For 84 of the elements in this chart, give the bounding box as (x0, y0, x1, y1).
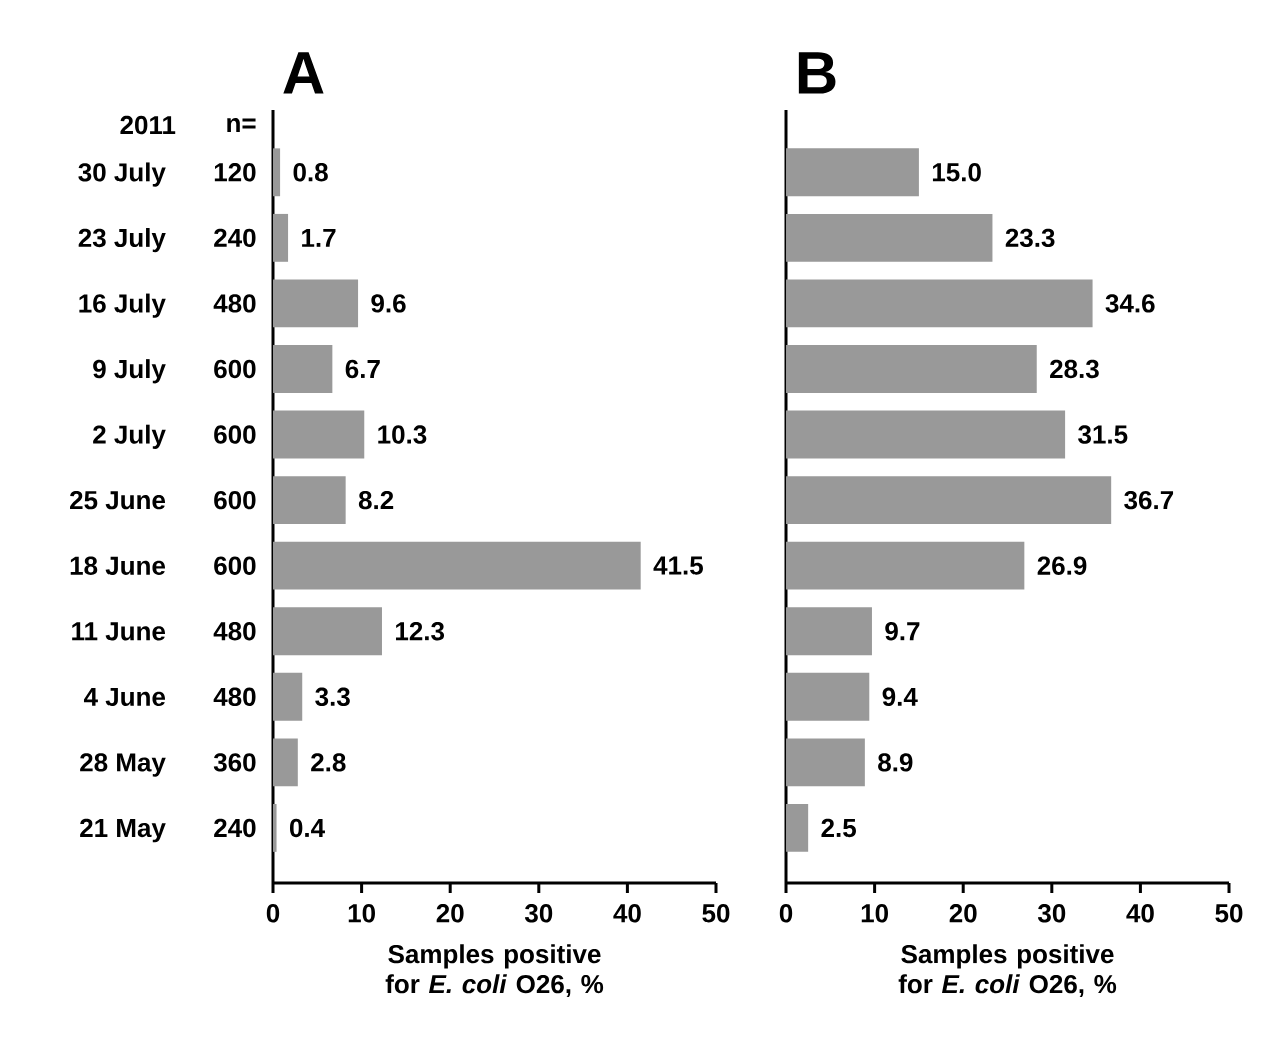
bar (273, 804, 277, 852)
x-tick-label: 50 (1215, 904, 1243, 923)
bar (786, 476, 1112, 525)
x-tick-label: 0 (779, 904, 793, 923)
x-tick-label: 0 (266, 904, 280, 923)
text: 120 (214, 163, 256, 182)
x-axis-title: Samples positive for E. coli O26, % (898, 944, 1117, 998)
data-label: 3.3 (315, 687, 350, 707)
bar (786, 541, 1025, 590)
data-label: 26.9 (1037, 556, 1087, 575)
x-tick-label: 20 (949, 904, 977, 923)
text: 240 (214, 818, 256, 838)
y-tick-label: 25 June (70, 490, 166, 510)
data-label: 8.2 (358, 490, 394, 510)
y-tick-label: 23 July (78, 228, 166, 253)
bar (273, 410, 365, 459)
data-label: 12.3 (396, 622, 445, 641)
x-tick-label: 30 (524, 904, 553, 923)
data-label: 36.7 (1124, 490, 1174, 510)
y-tick-label: 28 May (80, 753, 166, 777)
bar (786, 410, 1066, 459)
data-label: 0.4 (289, 818, 325, 838)
bar (786, 738, 865, 787)
text: 2011 (120, 115, 176, 135)
x-tick-label: 50 (702, 904, 730, 923)
y-tick-label: 16 July (79, 293, 166, 318)
y-tick-label: 30 July (78, 162, 166, 187)
x-tick-label: 10 (348, 904, 375, 923)
x-tick-label: 10 (861, 904, 888, 923)
x-tick-label: 40 (1126, 904, 1154, 923)
text: 600 (214, 359, 256, 379)
bar (273, 672, 303, 721)
bar (273, 345, 333, 393)
chart-title: A (283, 52, 324, 94)
data-label: 6.7 (345, 359, 380, 379)
text: 600 (214, 425, 256, 444)
bar (786, 279, 1093, 328)
bar (273, 213, 289, 262)
data-label: 2.5 (821, 818, 856, 838)
bar (273, 148, 281, 197)
bar (273, 738, 298, 787)
bar (273, 607, 382, 656)
text: 600 (214, 556, 256, 575)
bar (786, 148, 919, 197)
bar (786, 804, 809, 852)
text: 480 (213, 294, 256, 313)
bar (786, 213, 993, 262)
text: 480 (213, 622, 256, 641)
x-axis-title: Samples positive for E. coli O26, % (385, 944, 604, 998)
y-tick-label: 9 July (93, 359, 166, 384)
data-label: 15.0 (932, 163, 981, 182)
data-label: 9.7 (885, 622, 920, 641)
y-tick-label: 2 July (93, 424, 166, 449)
data-label: 41.5 (653, 556, 703, 575)
data-label: 28.3 (1050, 359, 1099, 379)
y-tick-label: 11 June (72, 622, 166, 641)
data-label: 2.8 (311, 753, 346, 772)
x-tick-label: 30 (1037, 904, 1066, 923)
text: 360 (213, 753, 256, 772)
x-tick-label: 40 (613, 904, 641, 923)
bar (786, 672, 870, 721)
data-label: 34.6 (1105, 294, 1155, 313)
text: 480 (213, 687, 256, 707)
bar (273, 541, 641, 590)
y-tick-label: 4 June (83, 687, 166, 707)
bar (786, 607, 872, 656)
text: 600 (214, 490, 256, 510)
text: 240 (214, 228, 256, 248)
data-label: 23.3 (1005, 228, 1055, 248)
text: n= (227, 118, 256, 133)
data-label: 1.7 (302, 228, 336, 247)
bar (786, 345, 1037, 393)
data-label: 10.3 (378, 425, 427, 444)
chart-title: B (798, 52, 836, 94)
data-label: 8.9 (878, 753, 913, 772)
y-tick-label: 18 June (70, 556, 166, 575)
data-label: 31.5 (1078, 425, 1128, 444)
data-label: 9.6 (371, 294, 406, 313)
x-tick-label: 20 (436, 904, 464, 923)
y-tick-label: 21 May (80, 818, 166, 843)
data-label: 9.4 (882, 687, 918, 707)
bar (273, 476, 346, 525)
data-label: 0.8 (293, 163, 328, 182)
bar (273, 279, 359, 328)
